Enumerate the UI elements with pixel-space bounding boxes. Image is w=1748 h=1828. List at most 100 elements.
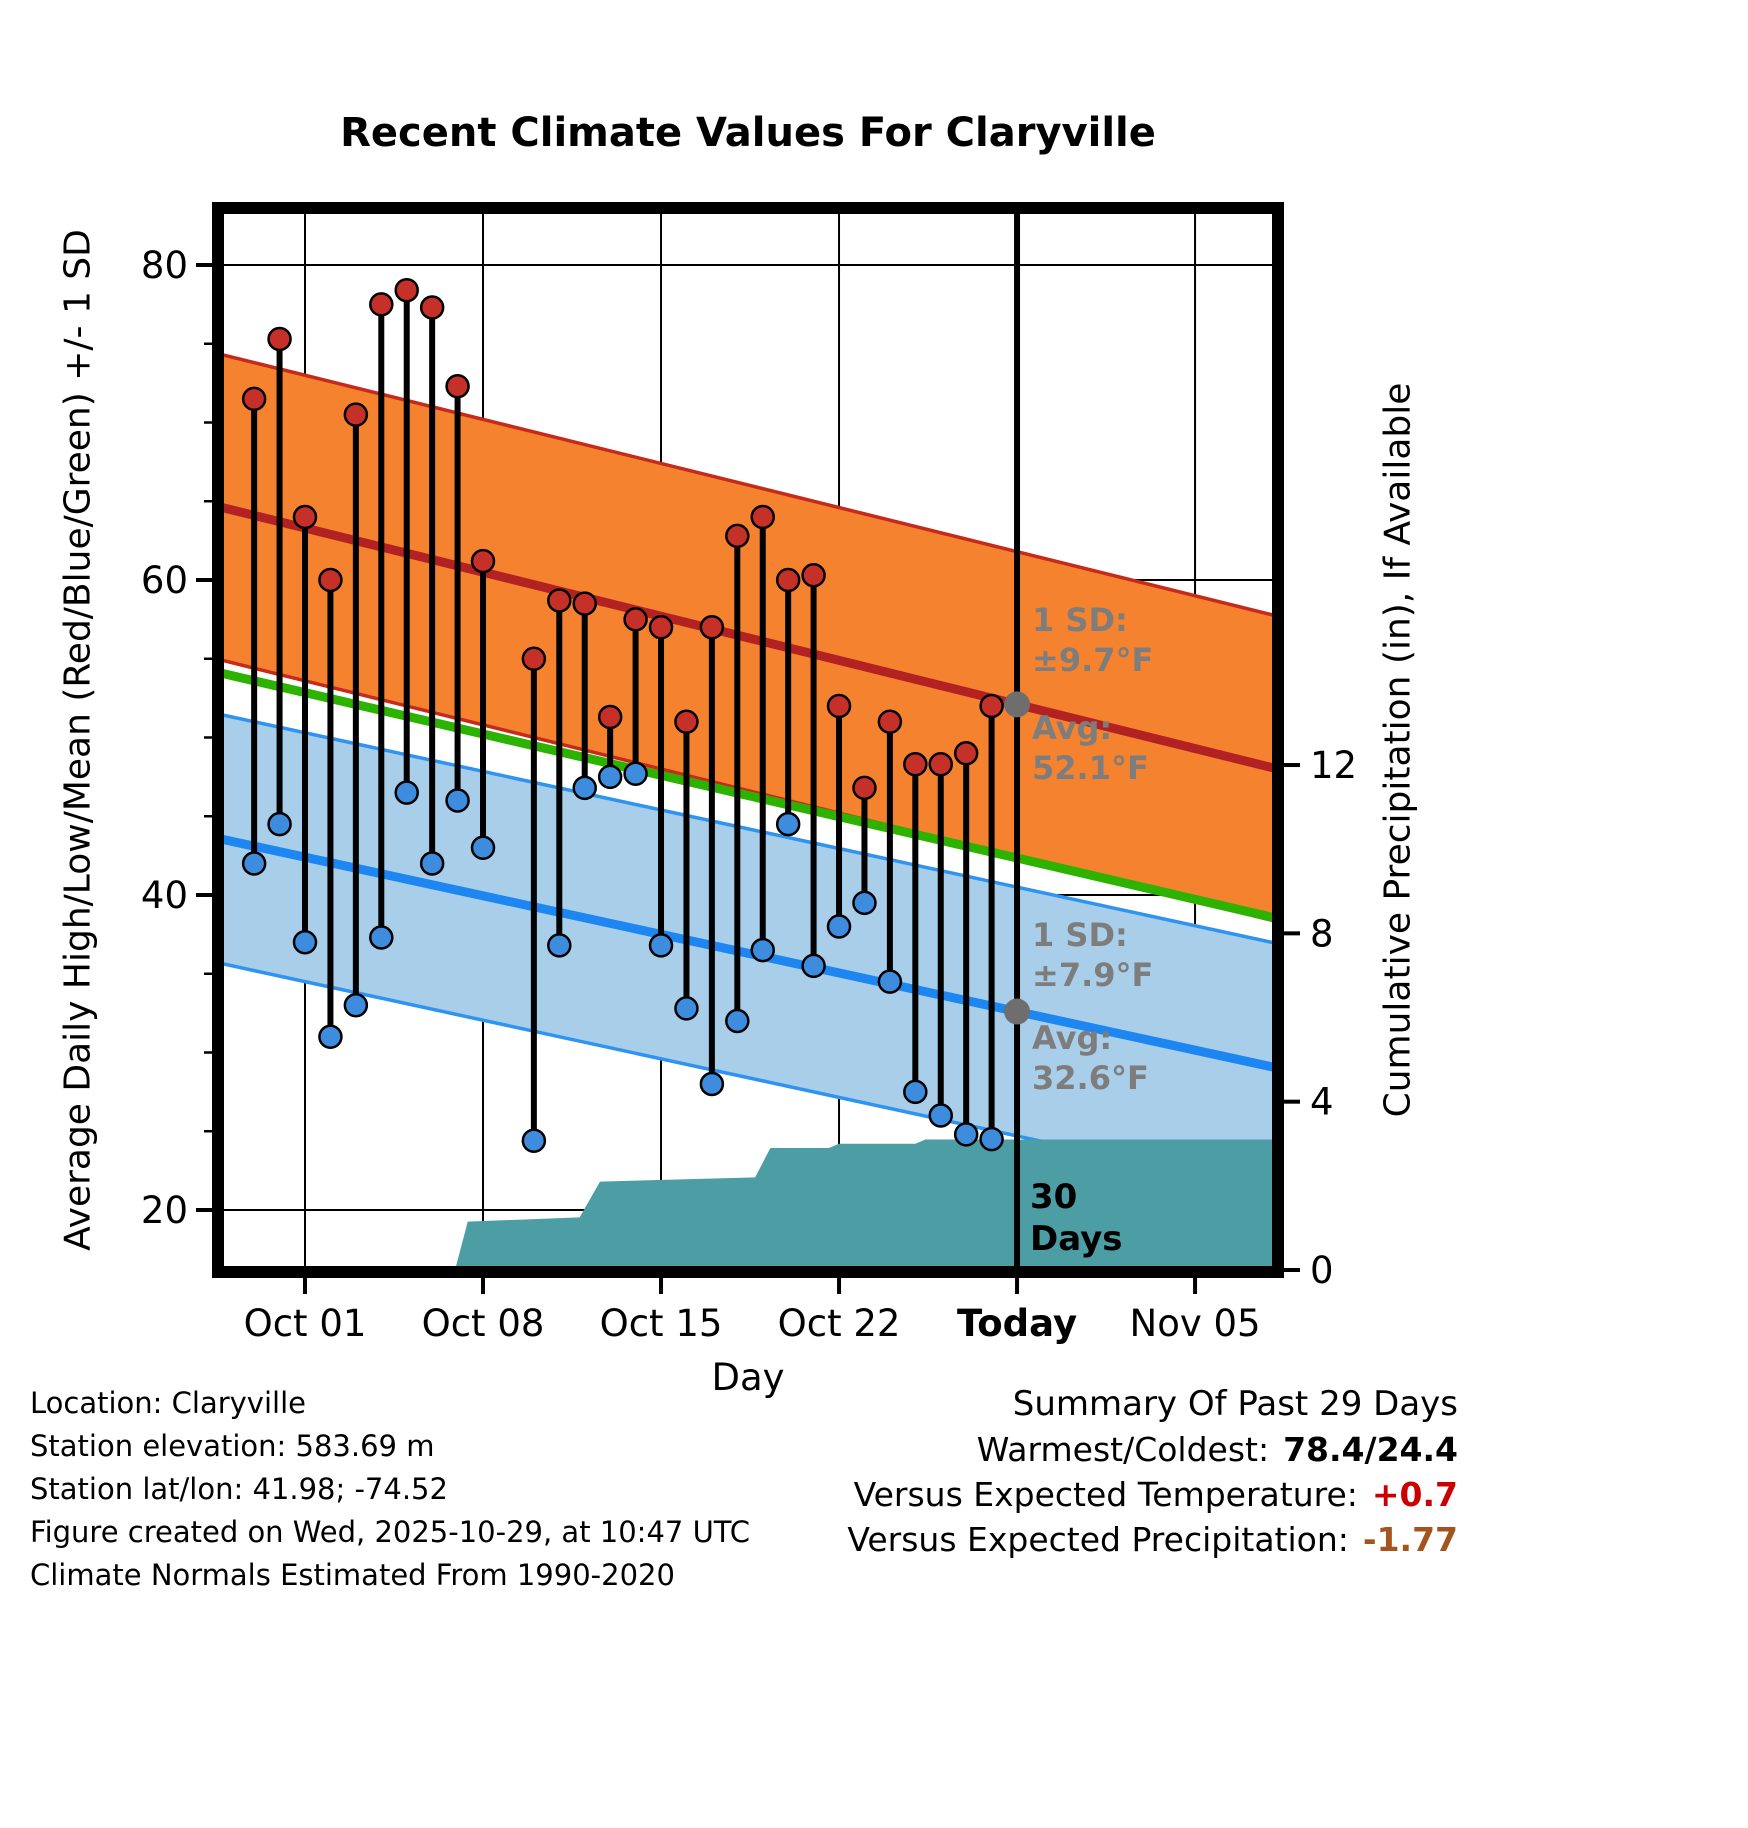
daily-high-dot [419, 295, 445, 320]
right-tick-label: 8 [1310, 912, 1334, 955]
high-avg-label: Avg: [1032, 709, 1113, 747]
daily-high-dot [597, 704, 623, 730]
low-sd-value: ±7.9°F [1032, 956, 1154, 994]
high-band-upper-edge [218, 351, 1278, 618]
right-tick-label: 0 [1310, 1249, 1334, 1292]
low-avg-label: Avg: [1032, 1019, 1113, 1057]
daily-high-dot [445, 374, 470, 399]
daily-low-dot [292, 930, 318, 955]
summary-row: Warmest/Coldest: 78.4/24.4 [847, 1427, 1458, 1472]
daily-high-dot [648, 615, 674, 640]
daily-low-dot [445, 788, 470, 813]
left-tick-label: 60 [141, 559, 188, 602]
daily-high-dot [547, 588, 572, 613]
low-avg-value: 32.6°F [1032, 1059, 1149, 1097]
summary-row-label: Versus Expected Temperature: [853, 1475, 1358, 1514]
right-tick-label: 4 [1310, 1081, 1334, 1124]
low-sd-label: 1 SD: [1032, 916, 1128, 954]
mean-line [218, 668, 1278, 923]
daily-low-dot [369, 925, 394, 950]
chart-title: Recent Climate Values For Claryville [340, 110, 1156, 156]
daily-high-dot [979, 693, 1004, 719]
station-info-line: Station elevation: 583.69 m [30, 1429, 435, 1463]
daily-high-dot [674, 709, 699, 734]
low-band-upper-edge [218, 712, 1278, 946]
daily-low-dot [623, 761, 648, 786]
daily-high-dot [801, 563, 826, 588]
bottom-tick-label: Oct 01 [244, 1302, 367, 1345]
bottom-tick-label: Oct 15 [600, 1302, 723, 1345]
daily-high-dot [394, 277, 419, 303]
window-line-2: Days [1030, 1219, 1123, 1259]
daily-low-dot [267, 811, 292, 837]
daily-low-dot [953, 1122, 979, 1147]
daily-low-dot [750, 937, 775, 963]
avg-low-today-dot [1004, 998, 1031, 1025]
daily-high-dot [928, 752, 953, 777]
avg-high-line [218, 502, 1278, 774]
daily-high-dot [877, 709, 903, 734]
left-tick-label: 80 [141, 244, 188, 287]
summary-title: Summary Of Past 29 Days [1012, 1384, 1458, 1424]
daily-low-dot [318, 1024, 343, 1049]
low-sd-annotation: 1 SD: ±7.9°F [1032, 915, 1153, 995]
summary-row: Versus Expected Precipitation: -1.77 [847, 1517, 1458, 1562]
daily-high-dot [953, 741, 979, 766]
bottom-tick-label: Oct 08 [422, 1302, 545, 1345]
daily-low-dot [699, 1071, 725, 1097]
daily-high-dot [903, 752, 928, 777]
summary-row-label: Warmest/Coldest: [976, 1430, 1270, 1469]
high-sd-value: ±9.7°F [1032, 641, 1154, 679]
daily-low-dot [648, 933, 674, 958]
daily-low-dot [674, 996, 699, 1021]
right-tick-label: 12 [1310, 744, 1357, 787]
avg-high-today-dot [1004, 691, 1031, 718]
summary-row: Versus Expected Temperature: +0.7 [847, 1472, 1458, 1517]
daily-low-dot [928, 1103, 953, 1128]
daily-low-dot [903, 1079, 928, 1105]
daily-low-dot [394, 780, 419, 805]
high-sd-annotation: 1 SD: ±9.7°F [1032, 600, 1153, 680]
daily-low-dot [979, 1126, 1004, 1152]
daily-low-dot [597, 764, 623, 790]
avg-low-line [218, 833, 1278, 1073]
daily-high-dot [750, 504, 775, 530]
left-axis-title: Average Daily High/Low/Mean (Red/Blue/Gr… [57, 229, 99, 1251]
daily-low-dot [241, 851, 267, 876]
daily-high-dot [470, 548, 496, 574]
summary-row-value: +0.7 [1371, 1475, 1458, 1514]
daily-low-dot [419, 851, 445, 876]
window-line-1: 30 [1030, 1177, 1078, 1217]
daily-low-dot [343, 993, 369, 1018]
daily-low-dot [877, 969, 903, 994]
daily-high-dot [521, 646, 547, 671]
daily-high-dot [725, 523, 750, 549]
station-info: Location: Claryville Station elevation: 5… [30, 1382, 750, 1597]
summary-row-value: 78.4/24.4 [1283, 1430, 1458, 1469]
high-avg-value: 52.1°F [1032, 749, 1149, 787]
daily-high-dot [572, 591, 597, 616]
x-axis-title: Day [711, 1356, 785, 1399]
daily-low-dot [521, 1128, 547, 1153]
daily-low-dot [470, 835, 496, 860]
daily-low-dot [725, 1008, 750, 1034]
low-avg-annotation: Avg: 32.6°F [1032, 1018, 1149, 1098]
station-info-line: Figure created on Wed, 2025-10-29, at 10… [30, 1515, 751, 1549]
daily-low-dot [775, 811, 801, 837]
daily-high-dot [852, 775, 877, 801]
daily-high-dot [775, 567, 801, 593]
right-axis-title: Cumulative Precipitation (in), If Availa… [1377, 382, 1419, 1118]
daily-low-dot [547, 933, 572, 958]
daily-high-dot [318, 567, 343, 593]
daily-high-dot [292, 504, 318, 530]
daily-low-dot [826, 914, 852, 939]
daily-high-dot [369, 292, 394, 317]
daily-high-dot [343, 402, 369, 427]
summary-rows: Warmest/Coldest: 78.4/24.4 Versus Expected… [847, 1427, 1458, 1562]
daily-high-dot [623, 607, 648, 632]
station-info-line: Station lat/lon: 41.98; -74.52 [30, 1472, 448, 1506]
summary-row-value: -1.77 [1362, 1520, 1458, 1559]
bottom-tick-label: Nov 05 [1130, 1302, 1261, 1345]
